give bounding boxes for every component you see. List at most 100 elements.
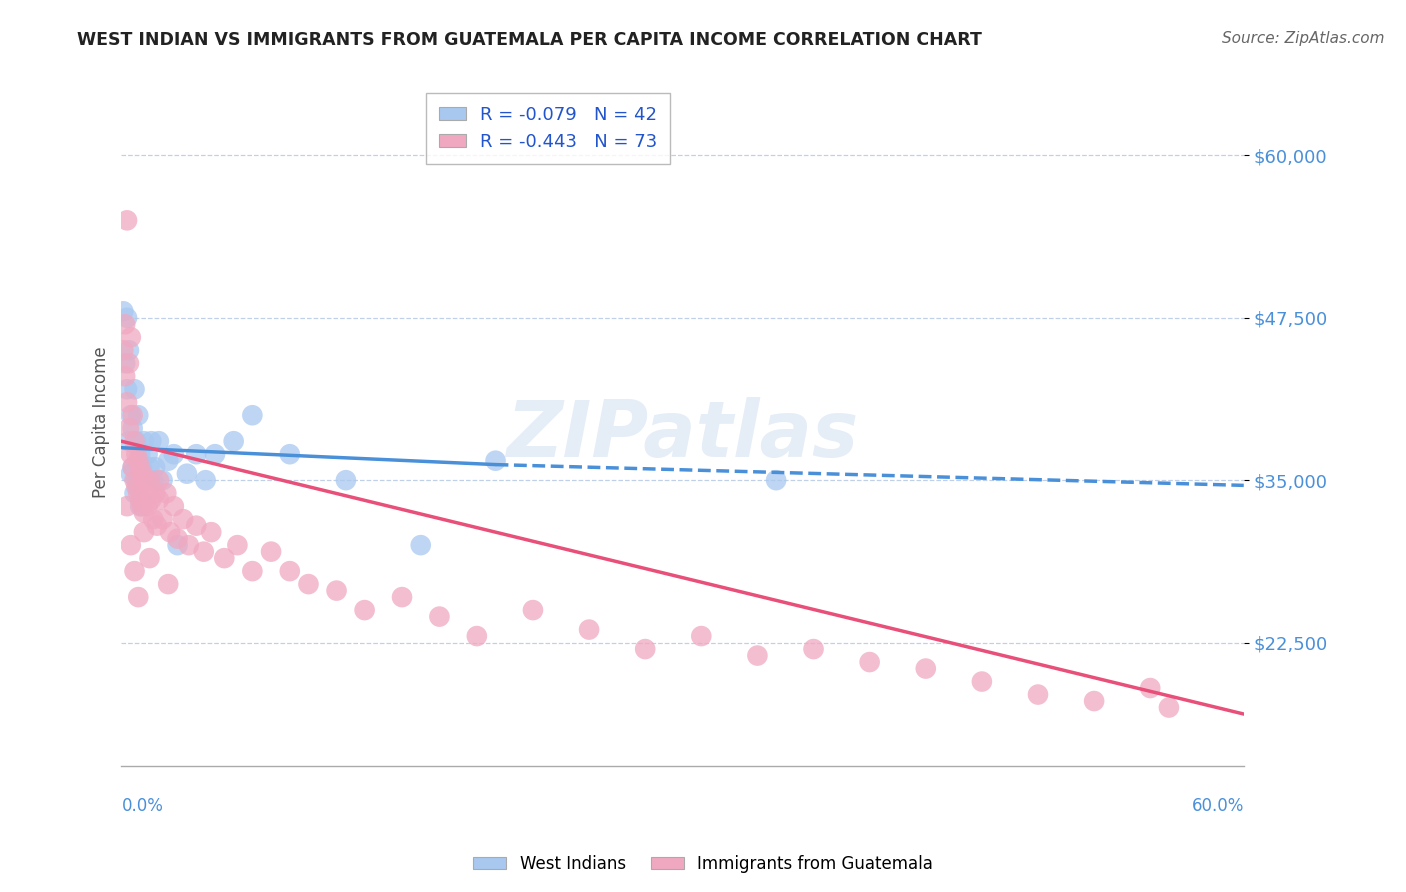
Point (124, 564, 146, 578)
Point (138, 551, 160, 566)
Point (112, 343, 135, 358)
Point (141, 434, 163, 449)
Point (765, 473, 787, 487)
Point (1157, 700, 1180, 714)
Point (127, 480, 149, 494)
Point (138, 473, 160, 487)
Point (142, 512, 165, 526)
Point (136, 447, 159, 461)
Point (157, 577, 180, 591)
Point (1026, 688, 1049, 702)
Point (325, 583, 347, 598)
Point (132, 473, 155, 487)
Point (155, 486, 177, 500)
Point (135, 473, 157, 487)
Point (127, 590, 149, 604)
Point (132, 506, 155, 520)
Point (115, 499, 138, 513)
Point (194, 473, 217, 487)
Point (114, 369, 136, 384)
Point (129, 499, 152, 513)
Point (166, 538, 188, 552)
Point (118, 343, 141, 358)
Point (690, 629, 713, 643)
Point (124, 486, 146, 500)
Point (186, 447, 208, 461)
Point (484, 453, 506, 467)
Point (120, 467, 142, 481)
Point (176, 467, 198, 481)
Point (859, 655, 882, 669)
Point (120, 538, 142, 552)
Point (127, 486, 149, 500)
Point (148, 434, 170, 449)
Point (135, 486, 157, 500)
Point (970, 674, 993, 689)
Point (159, 525, 181, 540)
Point (114, 318, 136, 332)
Point (172, 512, 194, 526)
Point (143, 486, 166, 500)
Text: 0.0%: 0.0% (121, 797, 163, 814)
Point (242, 409, 264, 423)
Point (148, 492, 170, 507)
Point (131, 460, 153, 475)
Point (226, 538, 249, 552)
Point (204, 447, 226, 461)
Text: WEST INDIAN VS IMMIGRANTS FROM GUATEMALA PER CAPITA INCOME CORRELATION CHART: WEST INDIAN VS IMMIGRANTS FROM GUATEMALA… (77, 31, 983, 49)
Point (1139, 681, 1161, 695)
Point (163, 447, 186, 461)
Text: ZIPatlas: ZIPatlas (506, 398, 859, 474)
Point (120, 409, 142, 423)
Point (297, 577, 319, 591)
Point (131, 467, 153, 481)
Point (129, 447, 152, 461)
Text: 60.0%: 60.0% (1191, 797, 1244, 814)
Point (114, 356, 136, 370)
Point (177, 538, 200, 552)
Point (129, 460, 152, 475)
Point (136, 499, 159, 513)
Text: Source: ZipAtlas.com: Source: ZipAtlas.com (1222, 31, 1385, 46)
Point (118, 356, 141, 370)
Point (143, 460, 166, 475)
Point (112, 304, 135, 318)
Point (131, 499, 153, 513)
Point (127, 453, 149, 467)
Point (121, 460, 143, 475)
Point (115, 213, 138, 227)
Point (335, 473, 357, 487)
Point (522, 603, 544, 617)
Point (157, 453, 180, 467)
Point (242, 564, 264, 578)
Point (914, 662, 936, 676)
Point (186, 518, 208, 533)
Point (142, 473, 165, 487)
Point (214, 551, 236, 566)
Point (132, 525, 155, 540)
Point (121, 421, 143, 435)
Point (409, 538, 432, 552)
Point (125, 473, 148, 487)
Legend: R = -0.079   N = 42, R = -0.443   N = 73: R = -0.079 N = 42, R = -0.443 N = 73 (426, 94, 669, 163)
Point (124, 473, 146, 487)
Point (578, 623, 600, 637)
Point (129, 492, 152, 507)
Point (166, 532, 188, 546)
Point (148, 473, 170, 487)
Point (120, 447, 142, 461)
Point (124, 382, 146, 396)
Y-axis label: Per Capita Income: Per Capita Income (93, 346, 110, 498)
Point (278, 564, 301, 578)
Point (125, 447, 148, 461)
Point (391, 590, 413, 604)
Point (118, 434, 141, 449)
Point (278, 447, 301, 461)
Point (125, 480, 148, 494)
Point (138, 460, 160, 475)
Point (803, 642, 825, 657)
Legend: West Indians, Immigrants from Guatemala: West Indians, Immigrants from Guatemala (467, 848, 939, 880)
Point (193, 544, 215, 558)
Point (121, 460, 143, 475)
Point (634, 642, 657, 657)
